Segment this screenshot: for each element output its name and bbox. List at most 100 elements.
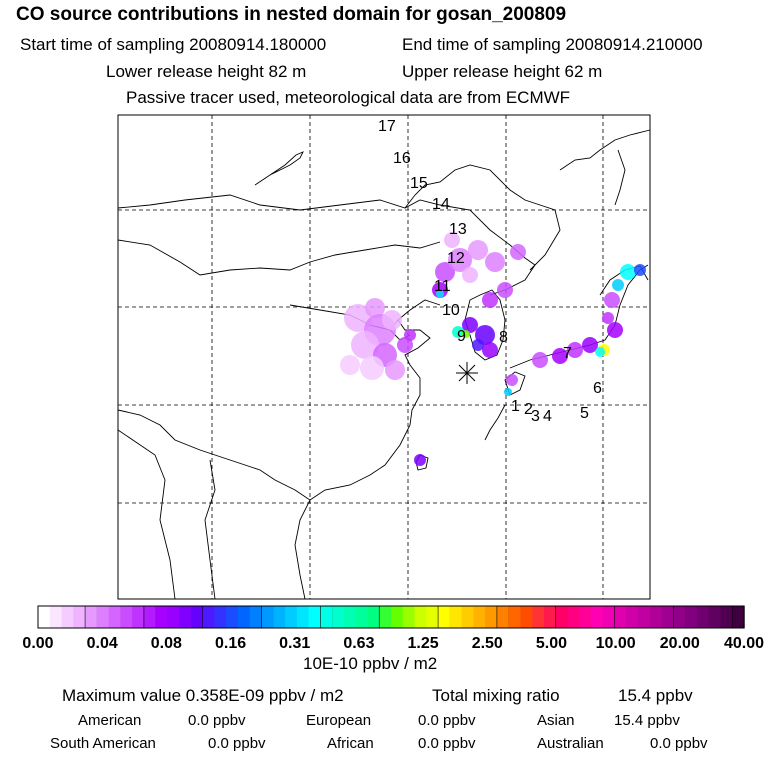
trajectory-label: 2 xyxy=(524,401,533,418)
start-time-label: Start time of sampling 20080914.180000 xyxy=(20,35,327,54)
colorbar-cell xyxy=(661,606,674,628)
colorbar-cell xyxy=(61,606,74,628)
trajectory-label: 1 xyxy=(511,398,520,415)
colorbar-cell xyxy=(567,606,580,628)
colorbar-cell xyxy=(708,606,721,628)
trajectory-label: 8 xyxy=(499,329,508,346)
concentration-patch xyxy=(452,326,464,338)
concentration-patch xyxy=(607,322,623,338)
concentration-patch xyxy=(634,264,646,276)
region-name: South American xyxy=(50,735,156,752)
region-value: 15.4 ppbv xyxy=(614,712,680,729)
trajectory-label: 16 xyxy=(393,150,411,167)
colorbar-cell xyxy=(461,606,474,628)
region-name: American xyxy=(78,712,142,729)
colorbar-cell xyxy=(614,605,628,629)
region-name: European xyxy=(306,712,372,729)
colorbar-cell xyxy=(696,606,710,628)
trajectory-label: 3 xyxy=(531,408,540,425)
concentration-patch xyxy=(595,347,605,357)
colorbar-tick-label: 10.00 xyxy=(596,635,636,652)
region-name: Australian xyxy=(537,735,604,752)
concentration-patch xyxy=(397,337,413,353)
colorbar-cell xyxy=(73,606,86,628)
colorbar-tick-label: 0.31 xyxy=(279,635,310,652)
concentration-patch xyxy=(462,317,478,333)
colorbar-cell xyxy=(120,606,133,628)
map-gridlines xyxy=(118,115,650,599)
trajectory-label: 11 xyxy=(434,278,451,295)
colorbar-tick-label: 2.50 xyxy=(472,635,503,652)
region-name: Asian xyxy=(537,712,575,729)
concentration-patch xyxy=(414,454,426,466)
colorbar-cell xyxy=(190,606,204,628)
colorbar-units: 10E-10 ppbv / m2 xyxy=(303,654,438,673)
colorbar-cell xyxy=(520,606,533,628)
trajectory-label: 6 xyxy=(593,380,602,397)
concentration-patch xyxy=(404,329,416,341)
colorbar-cell xyxy=(532,606,545,628)
colorbar-cell xyxy=(626,606,639,628)
colorbar-tick-label: 1.25 xyxy=(408,635,439,652)
concentration-patch xyxy=(602,312,614,324)
concentration-patch xyxy=(604,292,620,308)
concentration-patch xyxy=(552,348,568,364)
concentration-patch xyxy=(436,290,444,298)
colorbar-cell xyxy=(496,605,510,629)
colorbar-cell xyxy=(296,606,310,628)
colorbar-tick-label: 0.08 xyxy=(151,635,182,652)
colorbar-cell xyxy=(96,606,109,628)
trajectory-label: 10 xyxy=(442,302,460,319)
colorbar-cell xyxy=(214,606,227,628)
colorbar-cell xyxy=(38,606,51,628)
colorbar-cell xyxy=(378,605,392,629)
colorbar-cell xyxy=(132,606,145,628)
concentration-patch xyxy=(351,331,379,359)
colorbar-cell xyxy=(179,606,192,628)
colorbar-tick-label: 5.00 xyxy=(536,635,567,652)
colorbar-tick-label: 20.00 xyxy=(660,635,700,652)
concentration-patch xyxy=(462,267,478,283)
colorbar-cell xyxy=(673,605,686,629)
colorbar-tick-label: 0.04 xyxy=(87,635,118,652)
colorbar-cell xyxy=(238,606,251,628)
concentration-patch xyxy=(468,240,488,260)
concentration-patch xyxy=(365,298,385,318)
colorbar-cell xyxy=(649,606,663,628)
colorbar-cell xyxy=(367,606,380,628)
colorbar-cell xyxy=(638,606,651,628)
colorbar-cell xyxy=(508,606,521,628)
colorbar-cell xyxy=(555,605,569,629)
total-mixing-label: Total mixing ratio xyxy=(432,686,560,705)
concentration-patch xyxy=(448,248,472,272)
concentration-patch xyxy=(497,282,513,298)
colorbar-cell xyxy=(414,606,427,628)
colorbar-cell xyxy=(602,606,615,628)
concentration-patch xyxy=(360,356,384,380)
region-value: 0.0 ppbv xyxy=(418,735,476,752)
trajectory-label: 7 xyxy=(563,345,572,362)
colorbar-tick-label: 40.00 xyxy=(724,635,764,652)
trajectory-label: 5 xyxy=(580,405,589,422)
colorbar-cell xyxy=(426,606,439,628)
colorbar-cell xyxy=(167,606,180,628)
maximum-value-label: Maximum value 0.358E-09 ppbv / m2 xyxy=(62,686,344,705)
colorbar-cell xyxy=(320,605,333,629)
concentration-patch xyxy=(620,264,636,280)
colorbar-cell xyxy=(591,606,604,628)
colorbar-cell xyxy=(202,605,216,629)
colorbar-cell xyxy=(273,606,286,628)
concentration-patch xyxy=(482,342,498,358)
colorbar-cell xyxy=(720,606,733,628)
region-value: 0.0 ppbv xyxy=(188,712,246,729)
concentration-patch xyxy=(506,374,518,386)
trajectory-label: 17 xyxy=(378,118,396,135)
trajectory-label: 4 xyxy=(543,408,552,425)
colorbar-cell xyxy=(473,606,486,628)
colorbar-cell xyxy=(685,606,698,628)
colorbar-cell xyxy=(343,606,357,628)
colorbar-cell xyxy=(449,606,462,628)
concentration-patch xyxy=(435,262,455,282)
